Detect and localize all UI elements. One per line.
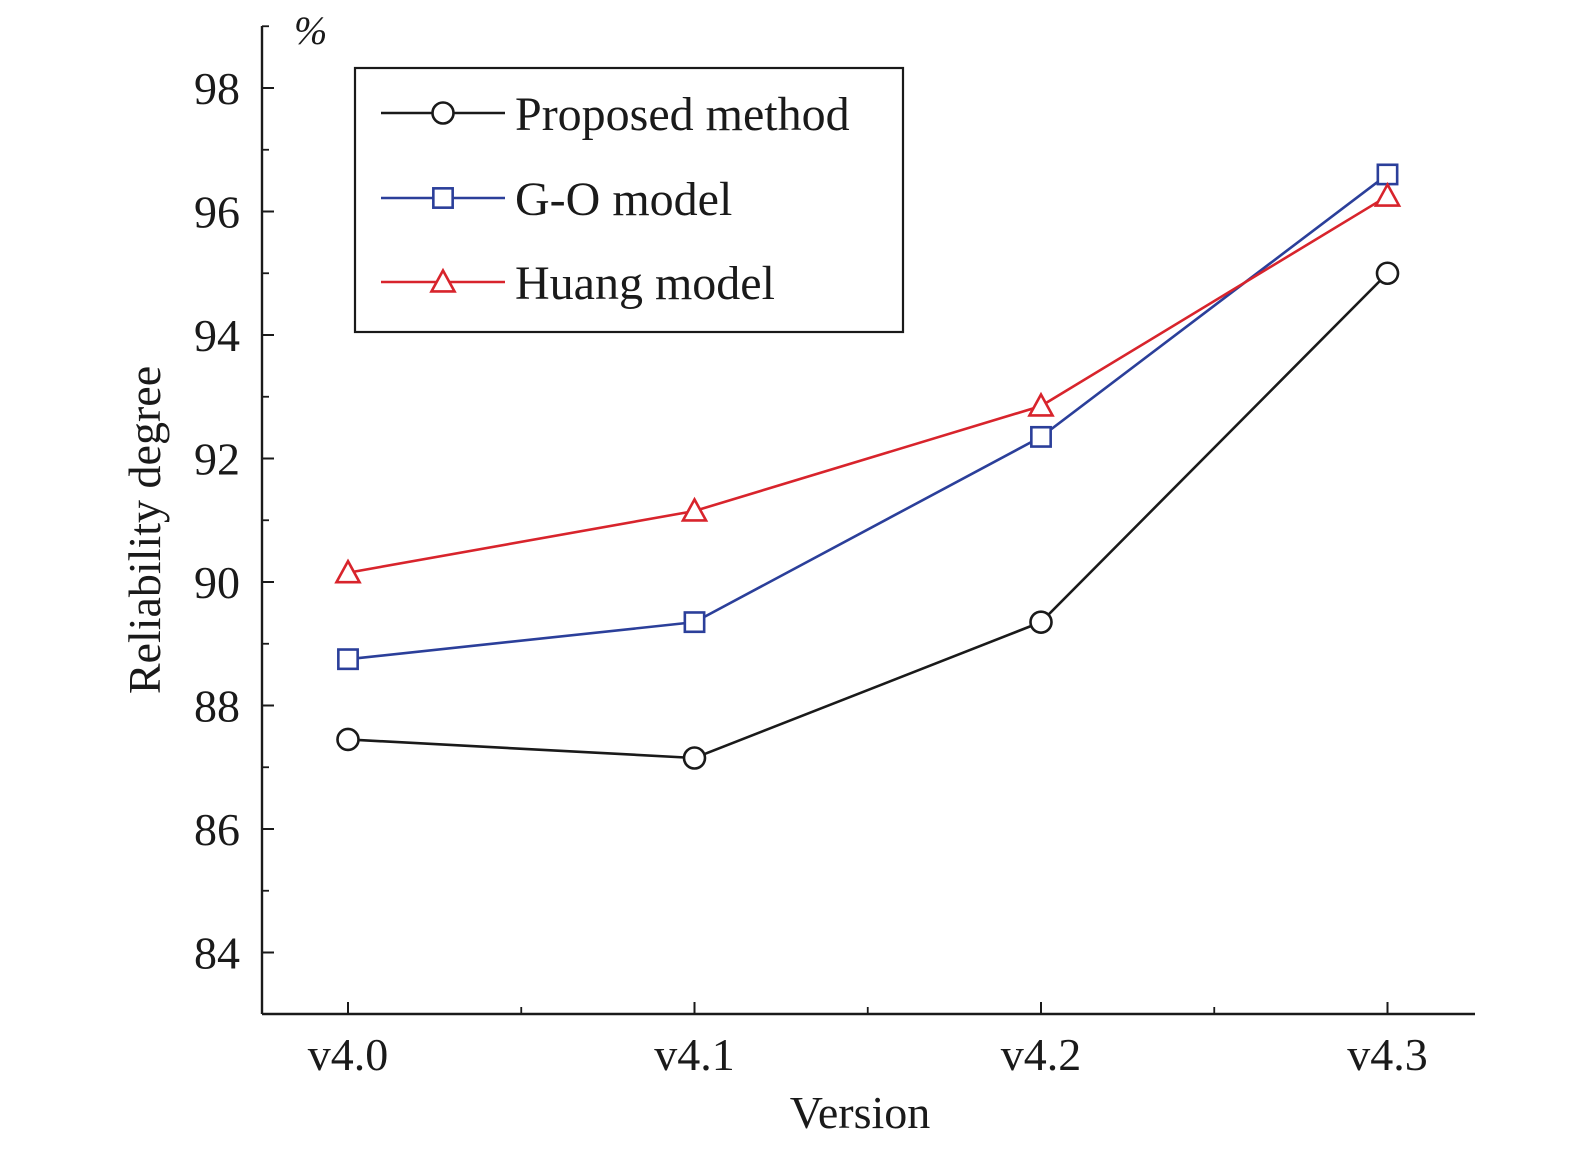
data-point-g-o-model-square (1376, 163, 1399, 186)
axes: 84 86 88 90 92 94 96 98 v4.0 v4.1 v4.2 v4.3 (194, 25, 1475, 1080)
series-proposed-method (336, 261, 1400, 770)
y-tick-label: 90 (194, 557, 240, 608)
data-point-g-o-model-square (337, 648, 359, 671)
data-point-proposed-method-circle (1375, 261, 1400, 286)
legend-label-g-o-model: G-O model (515, 173, 732, 226)
x-axis-title: Version (790, 1087, 931, 1138)
x-tick-label: v4.1 (654, 1029, 735, 1080)
series-huang-model (334, 181, 1402, 584)
x-tick-label: v4.0 (308, 1029, 389, 1080)
series-g-o-model (337, 163, 1399, 671)
y-tick-label: 94 (194, 310, 240, 361)
data-point-proposed-method-circle (1029, 610, 1053, 634)
legend-label-proposed-method: Proposed method (515, 88, 850, 141)
y-tick-label: 88 (194, 681, 240, 732)
y-tick-label: 98 (194, 63, 240, 114)
data-point-huang-model-triangle (1373, 181, 1402, 207)
legend-marker-g-o-model-square (432, 187, 454, 209)
data-point-huang-model-triangle (1027, 391, 1055, 417)
series-line-huang-model (347, 194, 1389, 575)
x-tick-label: v4.3 (1347, 1029, 1428, 1080)
y-tick-label: 92 (194, 434, 240, 485)
y-tick-label: 84 (194, 928, 240, 979)
legend-label-huang-model: Huang model (515, 257, 775, 310)
x-tick-label: v4.2 (1001, 1029, 1082, 1080)
series-line-g-o-model (347, 173, 1389, 661)
data-point-huang-model-triangle (680, 496, 709, 522)
data-point-g-o-model-square (1030, 425, 1052, 448)
data-point-huang-model-triangle (334, 558, 362, 584)
legend: Proposed method G-O model Huang model (353, 66, 905, 334)
y-axis-title: Reliability degree (119, 366, 170, 694)
data-point-proposed-method-circle (682, 746, 707, 770)
y-axis-unit: % (294, 8, 327, 53)
legend-marker-huang-model-triangle (429, 267, 457, 293)
data-point-g-o-model-square (683, 611, 706, 634)
data-point-proposed-method-circle (336, 727, 360, 752)
y-tick-label: 96 (194, 187, 240, 238)
series-group (334, 163, 1402, 770)
y-tick-label: 86 (194, 804, 240, 855)
series-line-proposed-method (347, 272, 1389, 760)
legend-marker-proposed-method-circle (431, 101, 455, 125)
